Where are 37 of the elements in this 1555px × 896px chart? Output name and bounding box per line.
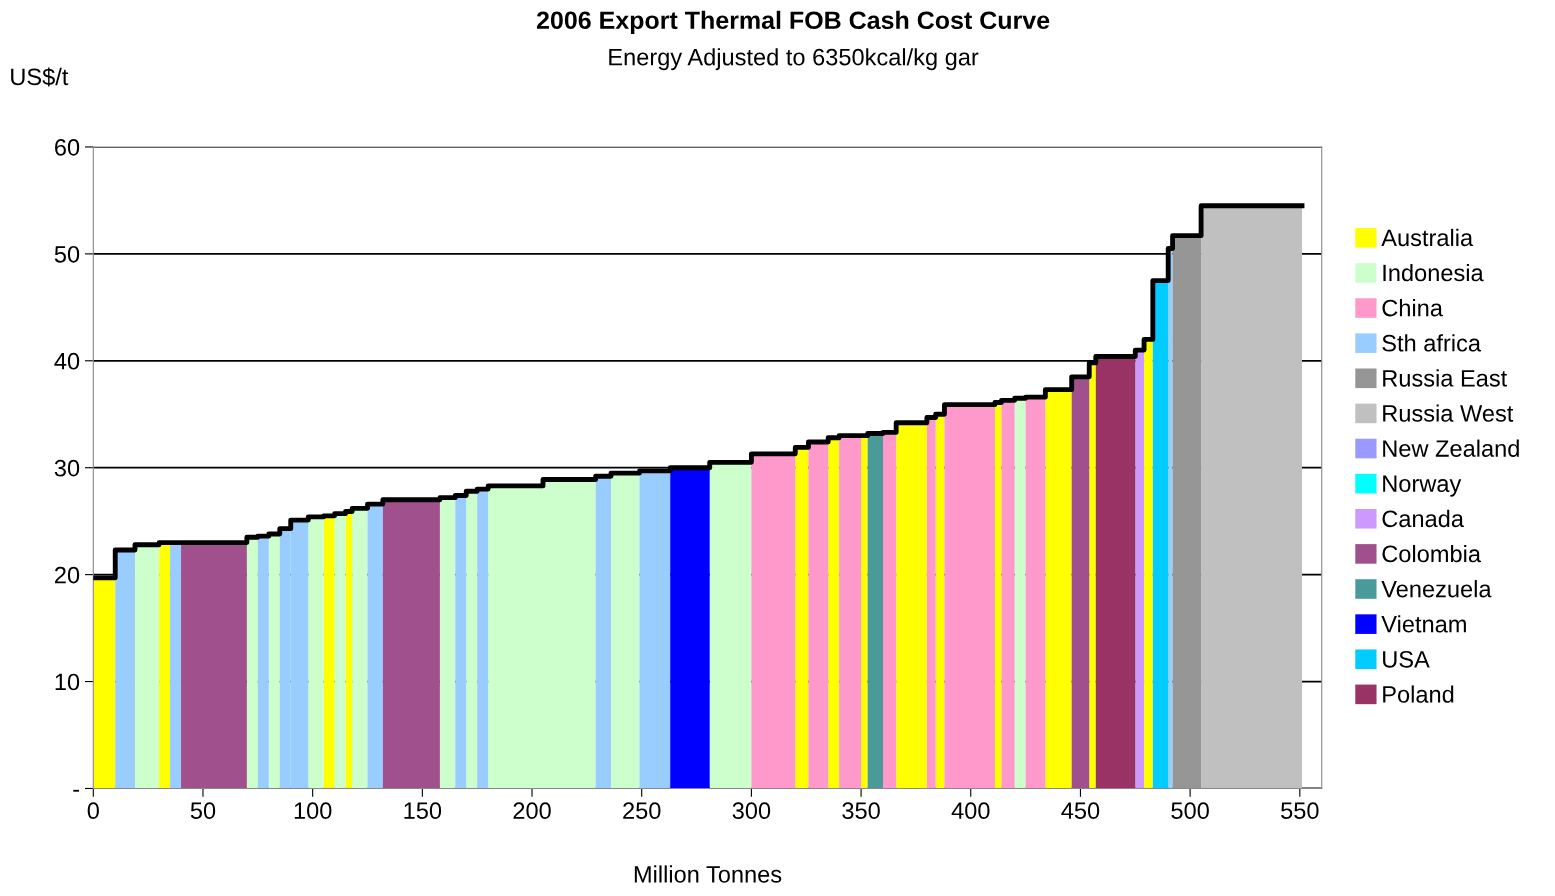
x-tick-label: 250 xyxy=(623,802,661,820)
legend-label: New Zealand xyxy=(1383,439,1519,457)
y-axis-title: US$/t xyxy=(11,67,69,87)
x-tick-label: 500 xyxy=(1171,802,1209,820)
x-tick-label: 50 xyxy=(190,802,216,820)
legend-label: Australia xyxy=(1381,228,1474,247)
x-tick-label: 200 xyxy=(513,802,551,820)
y-tick-label: 20 xyxy=(55,566,80,584)
legend-label: Russia East xyxy=(1383,369,1508,387)
x-tick-label: 0 xyxy=(87,802,99,820)
legend-label: Sth africa xyxy=(1382,334,1481,352)
x-tick-label: 100 xyxy=(294,802,332,820)
x-tick-label: 300 xyxy=(732,802,771,820)
chart-title: 2006 Export Thermal FOB Cash Cost Curve xyxy=(536,10,1050,35)
x-tick-label: 350 xyxy=(842,802,880,820)
legend-label: Colombia xyxy=(1382,544,1481,563)
legend-label: Norway xyxy=(1383,475,1462,497)
y-tick-label: 30 xyxy=(54,459,80,477)
y-tick-label: 10 xyxy=(55,673,80,691)
legend-label: Canada xyxy=(1382,509,1464,528)
x-tick-label: 150 xyxy=(404,802,442,820)
x-tick-label: 550 xyxy=(1281,802,1319,820)
y-tick-label: 60 xyxy=(55,139,80,156)
x-tick-label: 400 xyxy=(951,802,990,820)
x-tick-label: 450 xyxy=(1061,802,1100,820)
y-tick-label: 50 xyxy=(54,245,80,263)
x-axis-title: Million Tonnes xyxy=(634,865,782,883)
y-tick-label: - xyxy=(73,789,80,792)
legend-label: Poland xyxy=(1383,685,1454,703)
legend-label: Vietnam xyxy=(1381,615,1466,633)
legend-label: Russia West xyxy=(1383,404,1514,422)
y-tick-label: 40 xyxy=(54,352,80,370)
legend-label: USA xyxy=(1383,650,1430,668)
legend-label: Venezuela xyxy=(1381,580,1492,598)
chart-subtitle: Energy Adjusted to 6350kcal/kg gar xyxy=(609,48,979,71)
legend-label: China xyxy=(1382,299,1443,317)
legend-label: Indonesia xyxy=(1383,263,1484,282)
